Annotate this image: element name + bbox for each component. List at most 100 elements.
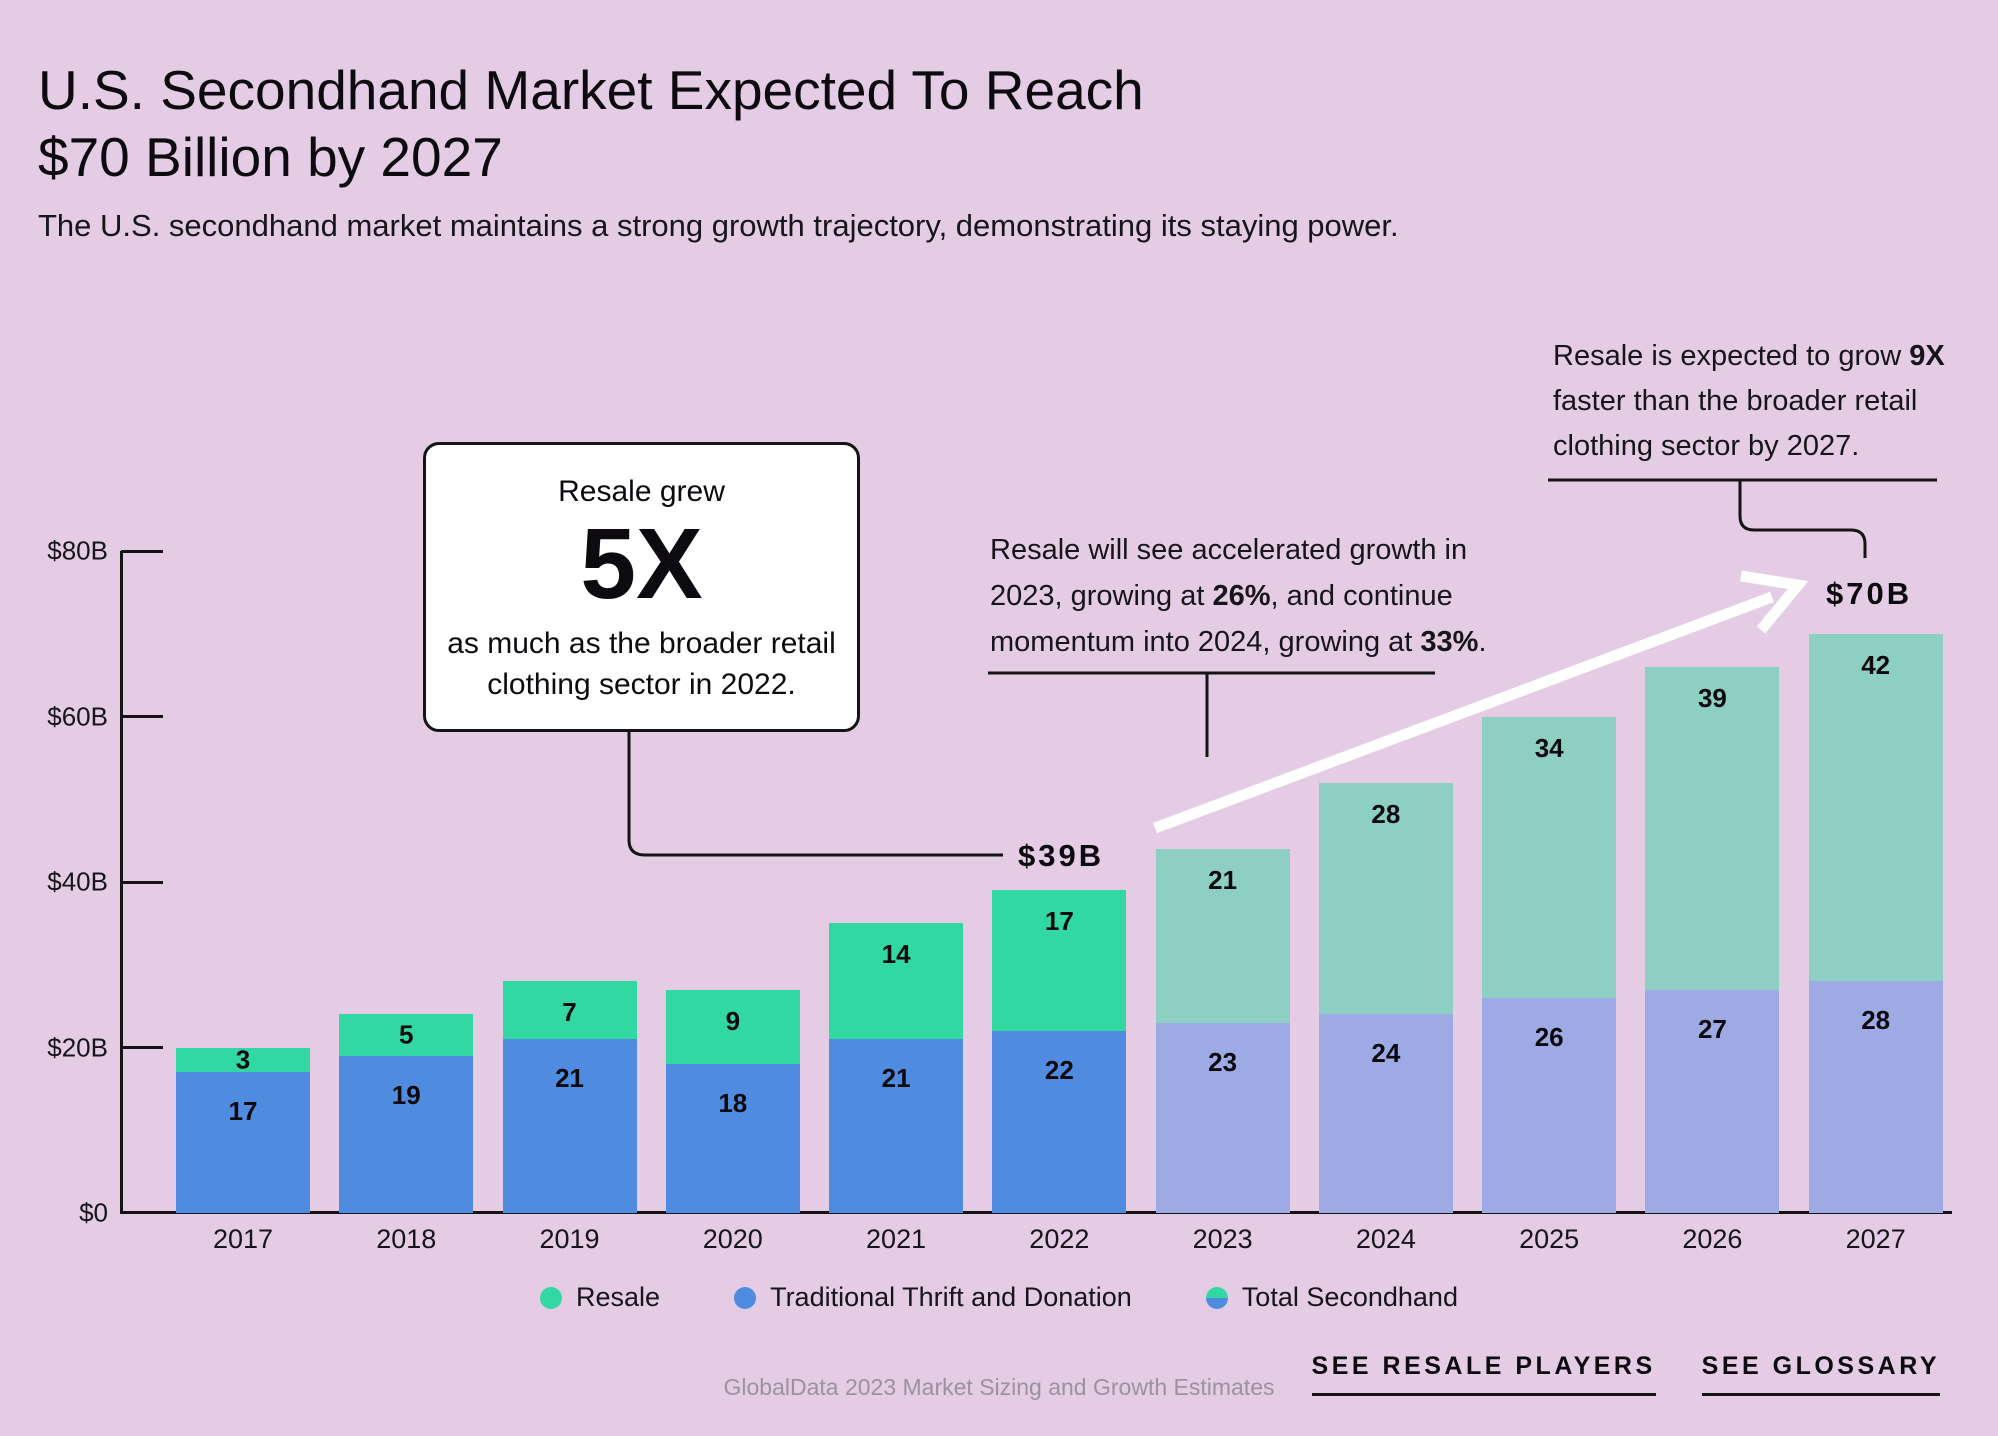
bar-2025-resale-segment: 34: [1482, 716, 1617, 998]
connector-5x-to-39b: [627, 732, 1003, 857]
bar-value-label: 17: [1044, 906, 1074, 937]
legend-swatch-resale: [540, 1286, 563, 1309]
bar-2019-resale-segment: 7: [502, 981, 637, 1040]
y-axis-label: $0: [79, 1197, 108, 1228]
callout-39b-label: $39B: [1018, 838, 1105, 873]
bar-value-label: 18: [718, 1088, 748, 1119]
x-axis-label-2024: 2024: [1355, 1224, 1416, 1254]
bar-2017: 3 17: [176, 1044, 310, 1214]
y-axis-label: $20B: [47, 1032, 108, 1062]
bar-2027-thrift-segment: 28: [1808, 981, 1943, 1213]
legend-label: Traditional Thrift and Donation: [770, 1282, 1132, 1312]
bar-2026: 39 27: [1645, 666, 1780, 1213]
bar-2018-thrift-segment: 19: [339, 1055, 474, 1213]
bar-2019-thrift-segment: 21: [502, 1039, 637, 1213]
bar-value-label: 23: [1208, 1046, 1238, 1077]
annotation-5x-value: 5X: [580, 508, 703, 620]
bar-2018: 5 19: [339, 1014, 474, 1213]
x-axis-label-2026: 2026: [1682, 1224, 1743, 1254]
bar-value-label: 26: [1534, 1021, 1564, 1052]
y-axis-label: $80B: [47, 535, 108, 566]
see-glossary-link[interactable]: SEE GLOSSARY: [1701, 1352, 1940, 1396]
bar-2022-resale-segment: 17: [992, 890, 1127, 1031]
bar-2025: 34 26: [1482, 716, 1617, 1214]
y-axis-tick: [121, 549, 163, 553]
bar-2021: 14 21: [829, 923, 964, 1213]
bar-2025-thrift-segment: 26: [1482, 997, 1617, 1213]
annotation-5x-intro: Resale grew: [558, 475, 725, 508]
x-axis-label-2018: 2018: [376, 1224, 437, 1254]
bar-2023: 21 23: [1155, 848, 1290, 1213]
page-title-line1: U.S. Secondhand Market Expected To Reach: [38, 58, 1144, 121]
bar-2021-thrift-segment: 21: [829, 1039, 964, 1213]
legend-item-dual: Total Secondhand: [1205, 1282, 1458, 1313]
annotation-5x-caption: as much as the broader retail clothing s…: [447, 627, 836, 702]
x-axis-label-2025: 2025: [1519, 1224, 1580, 1254]
bar-value-label: 21: [881, 1063, 911, 1094]
bar-value-label: 5: [399, 1019, 414, 1050]
see-resale-players-link[interactable]: SEE RESALE PLAYERS: [1311, 1352, 1656, 1396]
bar-value-label: 21: [1208, 864, 1238, 895]
bar-value-label: 22: [1044, 1054, 1074, 1085]
annotation-box-5x: Resale grew 5X as much as the broader re…: [423, 442, 860, 732]
x-axis-label-2027: 2027: [1845, 1224, 1906, 1254]
bar-value-label: 24: [1371, 1038, 1401, 1069]
legend-item-thrift: Traditional Thrift and Donation: [734, 1282, 1132, 1313]
x-axis-label-2020: 2020: [702, 1224, 763, 1254]
x-axis-label-2019: 2019: [539, 1224, 600, 1254]
y-axis-tick: [121, 1046, 163, 1049]
y-axis-tick: [121, 880, 163, 884]
bar-2022: 17 22: [992, 890, 1127, 1213]
bar-2020-resale-segment: 9: [665, 989, 800, 1065]
legend-swatch-dual: [1205, 1286, 1228, 1309]
growth-note-text: Resale will see accelerated growth in 20…: [990, 534, 1487, 658]
bar-2027: 42 28: [1808, 633, 1943, 1213]
bar-value-label: 19: [391, 1079, 421, 1110]
y-axis-label: $60B: [47, 701, 108, 731]
bar-2024-thrift-segment: 24: [1318, 1014, 1453, 1213]
bar-2022-thrift-segment: 22: [992, 1030, 1127, 1213]
bar-2024-resale-segment: 28: [1318, 782, 1453, 1015]
bar-2023-thrift-segment: 23: [1155, 1022, 1290, 1213]
x-axis-label-2023: 2023: [1192, 1224, 1253, 1254]
callout-70b-label: $70B: [1826, 576, 1913, 611]
bar-2024: 28 24: [1318, 782, 1453, 1213]
legend-item-resale: Resale: [540, 1282, 660, 1313]
bar-2021-resale-segment: 14: [829, 923, 964, 1040]
bar-2019: 7 21: [502, 981, 637, 1213]
bar-value-label: 28: [1861, 1005, 1891, 1036]
legend-label: Resale: [576, 1282, 661, 1312]
page-subtitle: The U.S. secondhand market maintains a s…: [38, 208, 1399, 243]
bar-value-label: 9: [725, 1005, 741, 1036]
ninex-note-text: Resale is expected to grow 9X faster tha…: [1553, 340, 1945, 462]
bar-2018-resale-segment: 5: [339, 1014, 474, 1056]
page-title-line2: $70 Billion by 2027: [38, 125, 503, 188]
legend-label: Total Secondhand: [1241, 1282, 1458, 1312]
page-title: U.S. Secondhand Market Expected To Reach…: [38, 57, 1144, 191]
y-axis-tick: [121, 715, 163, 718]
bar-value-label: 21: [555, 1063, 584, 1094]
bar-2027-resale-segment: 42: [1808, 633, 1943, 982]
bar-value-label: 28: [1371, 798, 1401, 829]
bar-2026-thrift-segment: 27: [1645, 989, 1780, 1213]
ninex-note-connector: [1738, 480, 1867, 558]
bar-2023-resale-segment: 21: [1155, 848, 1290, 1023]
x-axis-label-2022: 2022: [1029, 1224, 1090, 1254]
bar-value-label: 42: [1861, 649, 1891, 680]
bar-value-label: 27: [1697, 1013, 1727, 1044]
bar-value-label: 39: [1697, 682, 1727, 713]
footer-links: SEE RESALE PLAYERS SEE GLOSSARY: [1311, 1352, 1940, 1396]
x-axis-label-2017: 2017: [212, 1224, 274, 1254]
bar-2020: 9 18: [665, 989, 800, 1213]
legend-swatch-thrift: [734, 1286, 757, 1309]
bar-value-label: 17: [228, 1096, 258, 1127]
chart-legend: Resale Traditional Thrift and Donation Tot…: [0, 1282, 1998, 1313]
bar-2017-thrift-segment: 17: [176, 1072, 310, 1213]
bar-2017-resale-segment: 3: [176, 1044, 310, 1074]
bar-value-label: 34: [1534, 732, 1564, 763]
bar-2026-resale-segment: 39: [1645, 666, 1780, 990]
bar-2020-thrift-segment: 18: [665, 1064, 800, 1213]
y-axis-label: $40B: [47, 866, 108, 897]
bar-value-label: 7: [562, 997, 577, 1028]
